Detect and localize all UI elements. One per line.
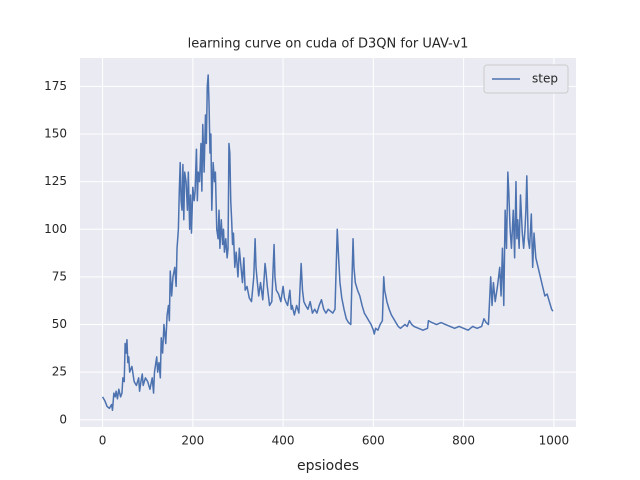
legend-box [483, 64, 569, 94]
legend-label: step [532, 72, 558, 86]
y-tick-label: 75 [52, 269, 67, 283]
x-tick-label: 800 [452, 434, 475, 448]
x-tick-label: 200 [181, 434, 204, 448]
y-tick-label: 125 [44, 174, 67, 188]
x-tick-label: 400 [272, 434, 295, 448]
y-tick-label: 150 [44, 127, 67, 141]
legend: step [483, 64, 569, 94]
y-tick-label: 0 [59, 412, 67, 426]
y-tick-label: 175 [44, 79, 67, 93]
plot-area [80, 58, 576, 427]
x-axis-label: epsiodes [297, 458, 359, 474]
chart-title: learning curve on cuda of D3QN for UAV-v… [188, 37, 469, 52]
x-tick-label: 0 [99, 434, 107, 448]
y-tick-label: 50 [52, 317, 67, 331]
y-tick-label: 100 [44, 222, 67, 236]
x-tick-label: 600 [362, 434, 385, 448]
y-tick-label: 25 [52, 365, 67, 379]
x-tick-label: 1000 [539, 434, 570, 448]
line [101, 74, 554, 411]
